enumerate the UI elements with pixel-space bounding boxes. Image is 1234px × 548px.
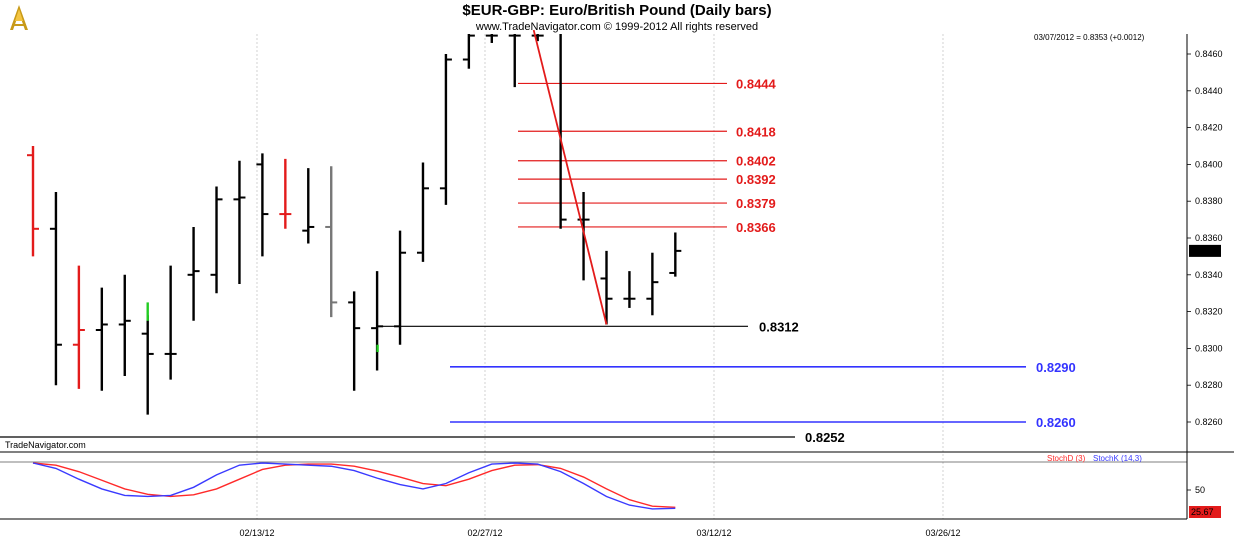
support-label: 0.8312 xyxy=(759,319,799,334)
stoch-k-line xyxy=(32,462,676,510)
chart-title: $EUR-GBP: Euro/British Pound (Daily bars… xyxy=(462,2,772,19)
target-label: 0.8290 xyxy=(1036,360,1076,375)
legend-stoch-k: StochK (14,3) xyxy=(1093,454,1142,463)
stoch-last-label: 25.67 xyxy=(1191,507,1214,517)
price-tick-label: 0.8460 xyxy=(1195,49,1223,59)
fib-level-label: 0.8379 xyxy=(736,196,776,211)
price-tick-label: 0.8360 xyxy=(1195,233,1223,243)
date-tick-label: 02/13/12 xyxy=(239,528,274,538)
last-price-label: 0.8353 xyxy=(1191,246,1219,256)
legend-stoch-d: StochD (3) xyxy=(1047,454,1086,463)
watermark: TradeNavigator.com xyxy=(5,440,86,450)
fib-level-label: 0.8366 xyxy=(736,220,776,235)
trade-navigator-logo xyxy=(10,5,28,30)
fibonacci-levels: 0.8444 0.8418 0.8402 0.8392 0.8379 0.8366 xyxy=(518,76,777,235)
copyright-subtitle: www.TradeNavigator.com © 1999-2012 All r… xyxy=(475,21,759,33)
price-axis: 0.8260 0.8280 0.8300 0.8320 0.8340 0.8360 0.83… xyxy=(0,34,1234,520)
stoch-last-box xyxy=(1189,506,1221,518)
price-tick-label: 0.8440 xyxy=(1195,86,1223,96)
last-price-box xyxy=(1189,244,1221,257)
price-tick-label: 0.8320 xyxy=(1195,307,1223,317)
price-bars xyxy=(27,34,682,415)
date-tick-label: 02/27/12 xyxy=(467,528,502,538)
date-axis: 02/13/12 02/27/12 03/12/12 03/26/12 xyxy=(239,528,960,538)
swing-line xyxy=(532,29,608,325)
price-tick-label: 0.8380 xyxy=(1195,196,1223,206)
price-tick-label: 0.8420 xyxy=(1195,123,1223,133)
stoch-d-line xyxy=(32,462,676,508)
date-tick-label: 03/12/12 xyxy=(696,528,731,538)
fib-level-label: 0.8444 xyxy=(736,76,777,91)
extension-label: 0.8252 xyxy=(805,430,845,445)
stoch-tick-label: 50 xyxy=(1195,485,1205,495)
last-quote: 03/07/2012 = 0.8353 (+0.0012) xyxy=(1034,33,1145,42)
fib-level-label: 0.8418 xyxy=(736,124,776,139)
price-tick-label: 0.8280 xyxy=(1195,380,1223,390)
fib-level-label: 0.8402 xyxy=(736,154,776,169)
target-label: 0.8260 xyxy=(1036,415,1076,430)
price-tick-label: 0.8260 xyxy=(1195,417,1223,427)
price-tick-label: 0.8300 xyxy=(1195,343,1223,353)
price-tick-label: 0.8400 xyxy=(1195,159,1223,169)
date-tick-label: 03/26/12 xyxy=(925,528,960,538)
fib-level-label: 0.8392 xyxy=(736,172,776,187)
price-tick-label: 0.8340 xyxy=(1195,270,1223,280)
grid-lines xyxy=(256,34,944,519)
stochastic-panel: 50 25.67 xyxy=(0,461,1221,518)
support-target-levels: 0.8312 0.8290 0.8260 0.8252 xyxy=(0,319,1076,445)
swing-trendline xyxy=(532,29,608,325)
